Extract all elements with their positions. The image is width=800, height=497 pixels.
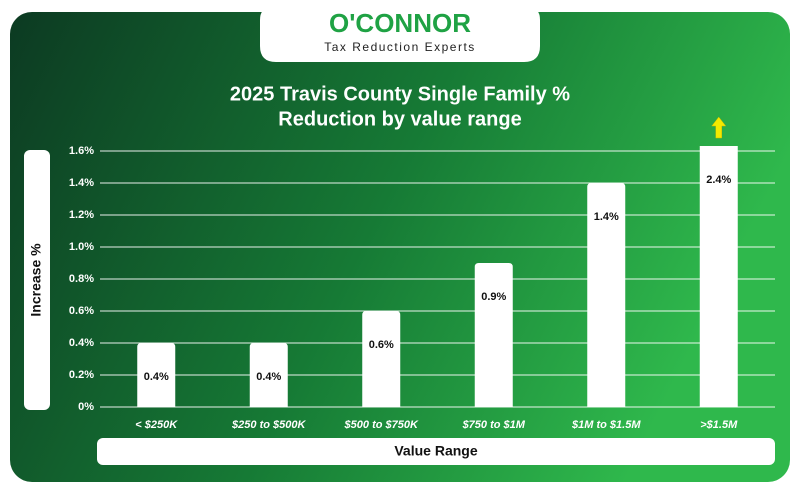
value-label: 0.9% (481, 291, 506, 303)
x-tick-label: $250 to $500K (231, 419, 306, 431)
x-axis-label: Value Range (394, 443, 477, 459)
y-tick-label: 1.0% (69, 241, 94, 253)
bar (137, 343, 176, 407)
x-tick-label: < $250K (135, 419, 178, 431)
bar (699, 146, 738, 407)
value-label: 1.4% (594, 211, 619, 223)
y-tick-label: 1.6% (69, 145, 94, 157)
overflow-arrow (711, 116, 727, 139)
bars-group (137, 146, 738, 407)
x-tick-label: $1M to $1.5M (571, 419, 641, 431)
bar (474, 263, 513, 407)
x-tick-label: >$1.5M (700, 419, 738, 431)
value-label: 0.4% (144, 371, 169, 383)
y-tick-label: 0.4% (69, 337, 94, 349)
x-tick-label: $750 to $1M (462, 419, 526, 431)
y-tick-label: 0.6% (69, 305, 94, 317)
bar (249, 343, 288, 407)
x-tick-label: $500 to $750K (344, 419, 419, 431)
value-label: 0.6% (369, 339, 394, 351)
value-label: 0.4% (256, 371, 281, 383)
bar (362, 311, 401, 407)
y-tick-label: 1.4% (69, 177, 94, 189)
chart-title: Reduction by value range (278, 108, 521, 130)
y-axis-label: Increase % (28, 243, 44, 317)
logo-tab (260, 8, 540, 62)
logo-tagline: Tax Reduction Experts (324, 40, 476, 54)
y-tick-label: 0.8% (69, 273, 94, 285)
y-tick-label: 0.2% (69, 369, 94, 381)
chart-title: 2025 Travis County Single Family % (230, 83, 570, 105)
y-tick-label: 1.2% (69, 209, 94, 221)
y-tick-label: 0% (78, 401, 94, 413)
value-label: 2.4% (706, 174, 731, 186)
x-label-pill (97, 438, 775, 465)
logo-name: O'CONNOR (329, 8, 471, 38)
y-label-pill (24, 150, 50, 410)
bar (587, 183, 626, 407)
